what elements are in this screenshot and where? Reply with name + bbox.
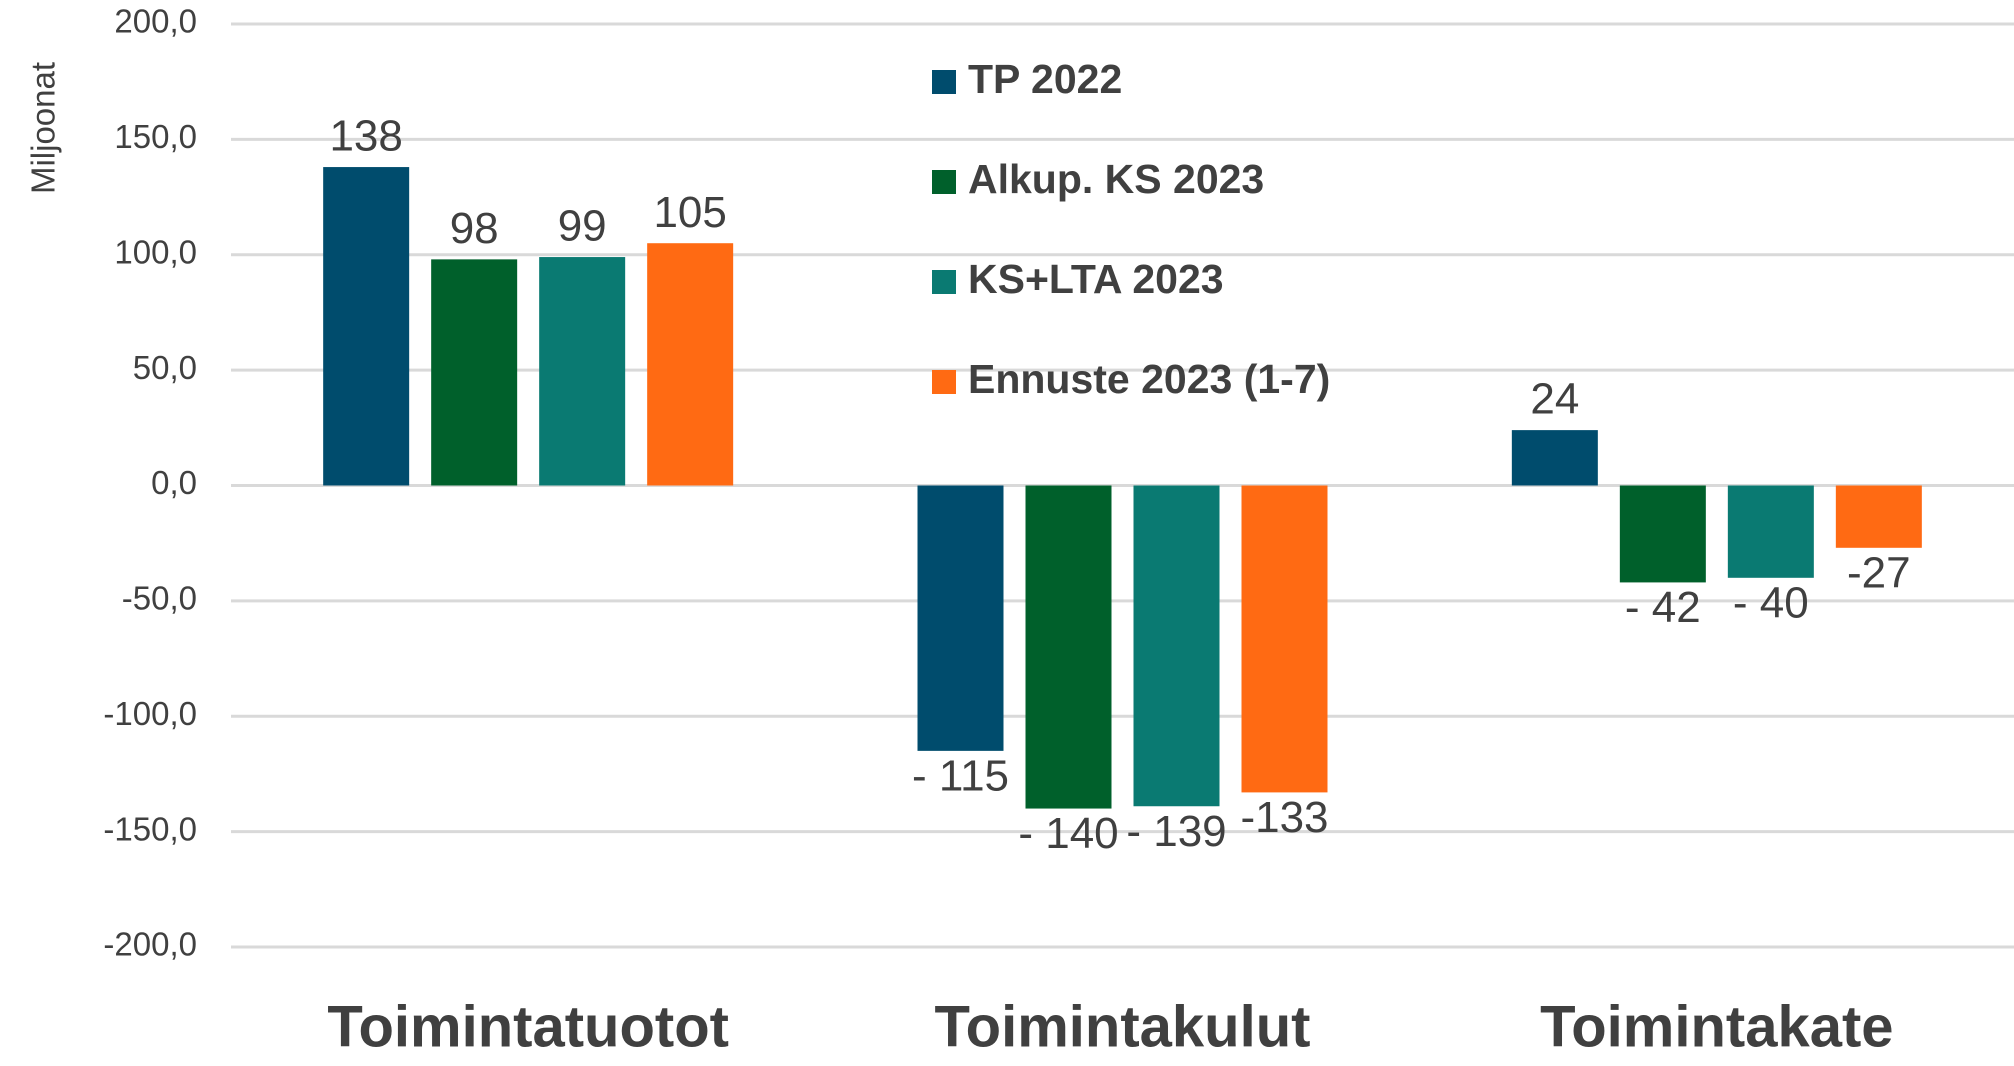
bar xyxy=(1619,485,1706,583)
bar xyxy=(917,485,1004,751)
x-tick-label: Toimintatuotot xyxy=(327,994,729,1059)
data-label: 99 xyxy=(558,202,607,251)
y-tick-label: -50,0 xyxy=(122,580,197,617)
y-tick-label: -150,0 xyxy=(103,810,197,847)
bar xyxy=(1133,485,1220,807)
y-tick-label: 0,0 xyxy=(151,464,197,501)
data-label: - 115 xyxy=(912,751,1009,800)
data-label: 138 xyxy=(329,112,402,161)
y-tick-label: 50,0 xyxy=(133,349,197,386)
x-tick-label: Toimintakate xyxy=(1540,994,1893,1059)
data-label: 105 xyxy=(653,188,726,237)
bar xyxy=(431,259,518,486)
y-axis-title: Miljoonat xyxy=(25,62,62,194)
data-label: 24 xyxy=(1530,375,1579,424)
y-tick-label: 150,0 xyxy=(114,118,197,155)
legend-label: Alkup. KS 2023 xyxy=(968,156,1264,202)
bar xyxy=(1241,485,1328,793)
legend-swatch xyxy=(932,170,956,194)
legend-swatch xyxy=(932,70,956,94)
legend-label: TP 2022 xyxy=(968,56,1122,102)
x-tick-label: Toimintakulut xyxy=(935,994,1311,1059)
legend-swatch xyxy=(932,270,956,294)
y-tick-label: 200,0 xyxy=(114,3,197,40)
y-tick-label: -100,0 xyxy=(103,695,197,732)
data-label: - 139 xyxy=(1126,807,1226,856)
bar xyxy=(647,243,734,486)
legend-label: Ennuste 2023 (1-7) xyxy=(968,356,1330,402)
bar xyxy=(1025,485,1112,809)
data-label: - 42 xyxy=(1625,583,1701,632)
data-label: - 40 xyxy=(1733,578,1809,627)
legend-swatch xyxy=(932,370,956,394)
data-label: 98 xyxy=(450,204,499,253)
legend-label: KS+LTA 2023 xyxy=(968,256,1224,302)
y-tick-label: 100,0 xyxy=(114,233,197,270)
bar xyxy=(1727,485,1814,578)
bar xyxy=(323,167,410,486)
bar xyxy=(539,257,626,486)
data-label: - 140 xyxy=(1018,809,1118,858)
data-label: -133 xyxy=(1240,793,1328,842)
bar xyxy=(1835,485,1922,548)
data-label: -27 xyxy=(1847,548,1911,597)
y-tick-label: -200,0 xyxy=(103,926,197,963)
bar xyxy=(1511,430,1598,486)
